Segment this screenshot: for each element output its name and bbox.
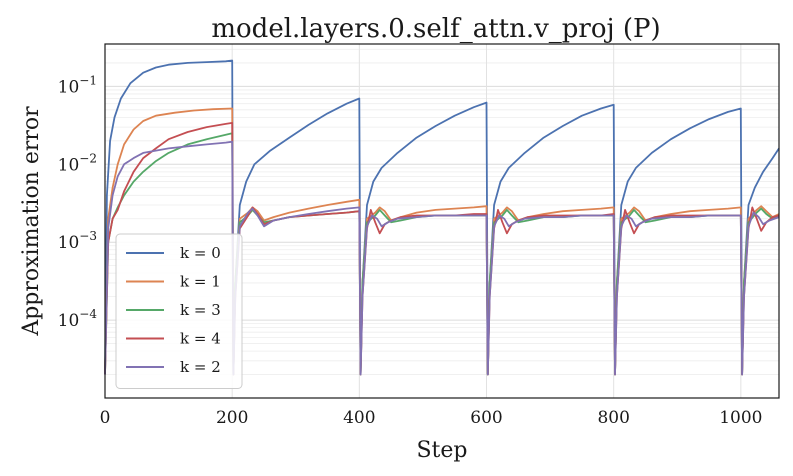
legend-label-k2: k = 2 bbox=[180, 358, 221, 376]
x-tick-labels: 0 200 400 600 800 1000 bbox=[100, 408, 763, 428]
y-tick-label: 10−2 bbox=[58, 151, 97, 175]
legend-label-k0: k = 0 bbox=[180, 244, 221, 262]
x-tick-label: 600 bbox=[470, 408, 502, 428]
legend-label-k1: k = 1 bbox=[180, 273, 221, 291]
legend-label-k4: k = 4 bbox=[180, 330, 221, 348]
y-tick-label: 10−3 bbox=[58, 229, 97, 253]
legend-box bbox=[115, 233, 243, 389]
legend-label-k3: k = 3 bbox=[180, 301, 221, 319]
y-tick-labels: 10−1 10−2 10−3 10−4 bbox=[58, 73, 98, 331]
x-tick-label: 200 bbox=[216, 408, 248, 428]
series-line-k0 bbox=[104, 59, 780, 376]
legend: k = 0 k = 1 k = 3 k = 4 k = 2 bbox=[115, 233, 243, 389]
x-axis-label: Step bbox=[416, 438, 467, 463]
x-tick-label: 400 bbox=[343, 408, 375, 428]
x-tick-label: 1000 bbox=[719, 408, 762, 428]
series-line-k2 bbox=[104, 140, 780, 376]
y-axis-label: Approximation error bbox=[19, 106, 44, 337]
plot-frame bbox=[104, 43, 780, 399]
x-tick-label: 0 bbox=[100, 408, 111, 428]
chart-title: model.layers.0.self_attn.v_proj (P) bbox=[211, 14, 660, 44]
y-tick-label: 10−1 bbox=[58, 73, 97, 97]
y-tick-label: 10−4 bbox=[58, 307, 98, 331]
x-tick-label: 800 bbox=[597, 408, 629, 428]
